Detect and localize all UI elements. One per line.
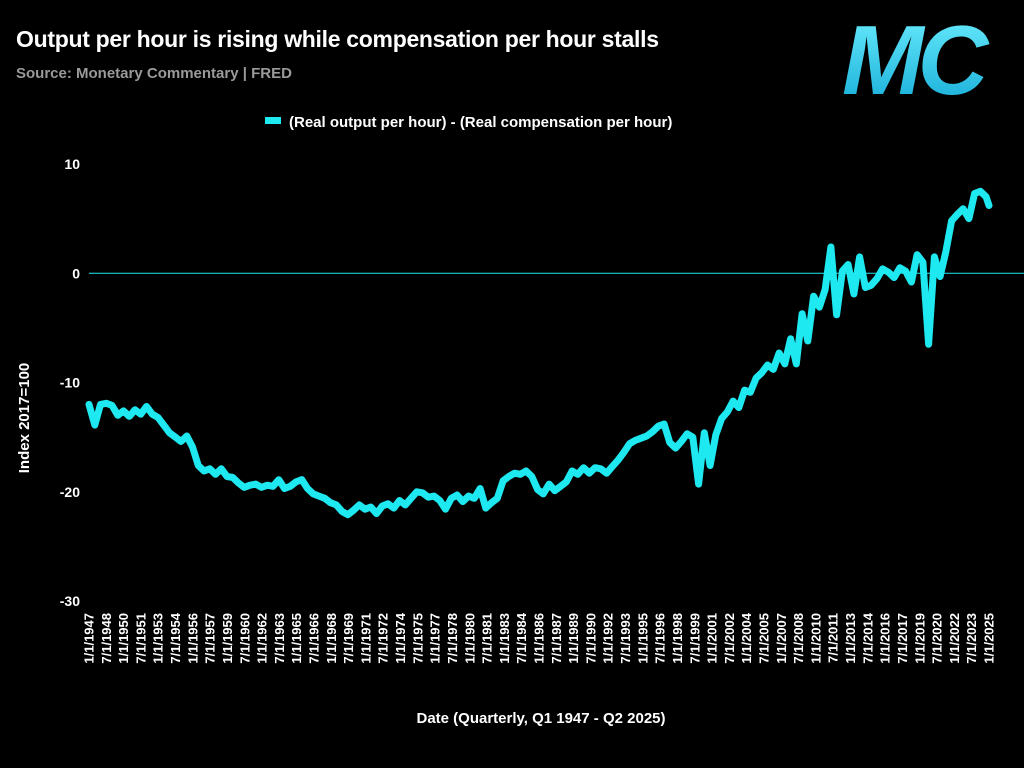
x-tick-label: 1/1/1959 [220,613,235,664]
x-tick-label: 7/1/1948 [99,613,114,664]
x-tick-label: 7/1/2014 [860,612,875,663]
x-tick-label: 7/1/1981 [480,613,495,664]
x-tick-label: 1/1/1962 [255,613,270,664]
y-tick-label: -10 [60,375,80,391]
x-tick-label: 7/1/2008 [791,613,806,664]
x-tick-label: 1/1/2013 [843,613,858,664]
x-tick-label: 7/1/1990 [583,613,598,664]
y-tick-label: -30 [60,593,80,609]
x-tick-label: 7/1/1978 [445,613,460,664]
x-tick-label: 1/1/1977 [428,613,443,664]
x-tick-label: 1/1/1971 [358,613,373,664]
x-tick-label: 7/1/2005 [757,613,772,664]
x-tick-label: 1/1/2016 [878,613,893,664]
y-tick-label: -20 [60,484,80,500]
x-tick-label: 1/1/2025 [982,613,997,664]
x-tick-label: 7/1/2020 [930,613,945,664]
legend-label: (Real output per hour) - (Real compensat… [289,114,672,131]
x-axis-title: Date (Quarterly, Q1 1947 - Q2 2025) [416,710,665,727]
x-tick-label: 1/1/1992 [601,613,616,664]
x-tick-label: 1/1/2010 [808,613,823,664]
legend-swatch [265,117,281,124]
logo-text: MC [842,10,990,105]
x-tick-label: 1/1/2022 [947,613,962,664]
y-axis-ticks: 10 0 -10 -20 -30 [60,156,80,609]
x-tick-label: 1/1/1974 [393,612,408,663]
x-tick-label: 7/1/2017 [895,613,910,664]
x-tick-label: 1/1/1965 [289,613,304,664]
x-tick-label: 1/1/1968 [324,613,339,664]
x-tick-label: 7/1/1993 [618,613,633,664]
series-line [85,187,993,519]
x-tick-label: 7/1/1951 [133,613,148,664]
x-tick-label: 7/1/2011 [826,613,841,663]
x-tick-label: 7/1/1987 [549,613,564,664]
x-tick-label: 1/1/1950 [116,613,131,664]
x-tick-label: 7/1/1957 [203,613,218,664]
y-tick-label: 0 [72,265,80,281]
legend: (Real output per hour) - (Real compensat… [265,114,672,131]
x-tick-label: 7/1/1954 [168,612,183,663]
x-tick-label: 1/1/2007 [774,613,789,664]
x-tick-label: 1/1/1989 [566,613,581,664]
x-axis-ticks: 1/1/1947 7/1/1948 1/1/1950 7/1/1951 1/1/1953… [82,612,997,663]
x-tick-label: 1/1/1995 [635,613,650,664]
x-tick-label: 7/1/2023 [964,613,979,664]
x-tick-label: 7/1/1966 [307,613,322,664]
x-tick-label: 7/1/1972 [376,613,391,664]
x-tick-label: 7/1/1996 [653,613,668,664]
y-tick-label: 10 [64,156,80,172]
y-axis-title: Index 2017=100 [16,363,33,474]
x-tick-label: 1/1/2004 [739,612,754,663]
x-tick-label: 7/1/1984 [514,612,529,663]
x-tick-label: 1/1/1998 [670,613,685,664]
x-tick-label: 1/1/1983 [497,613,512,664]
x-tick-label: 7/1/1975 [410,613,425,664]
chart-title: Output per hour is rising while compensa… [16,26,659,52]
x-tick-label: 1/1/1953 [151,613,166,664]
x-tick-label: 1/1/1947 [82,613,97,664]
x-tick-label: 7/1/1969 [341,613,356,664]
chart-subtitle: Source: Monetary Commentary | FRED [16,65,292,82]
x-tick-label: 7/1/1960 [237,613,252,664]
series-group [85,187,993,519]
x-tick-label: 1/1/1956 [185,613,200,664]
x-tick-label: 7/1/2002 [722,613,737,664]
x-tick-label: 7/1/1999 [687,613,702,664]
x-tick-label: 1/1/2019 [912,613,927,664]
mc-logo-icon: MC [842,10,996,105]
x-tick-label: 1/1/1986 [532,613,547,664]
x-tick-label: 1/1/2001 [705,613,720,664]
x-tick-label: 1/1/1980 [462,613,477,664]
x-tick-label: 7/1/1963 [272,613,287,664]
